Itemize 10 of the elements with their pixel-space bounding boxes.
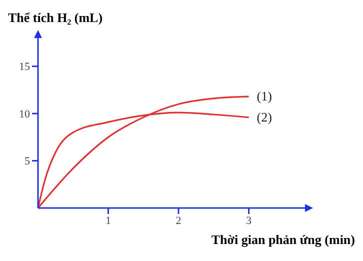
series-label: (1) (256, 88, 272, 104)
y-tick-label: 15 (19, 61, 30, 74)
x-tick-label: 3 (246, 214, 252, 227)
series-label: (2) (256, 109, 272, 124)
x-tick-label: 2 (176, 214, 182, 227)
y-tick-label: 10 (19, 108, 30, 120)
y-axis-title: Thể tích H₂ (mL) (8, 10, 103, 26)
x-axis-title: Thời gian phản ứng (min) (211, 232, 355, 248)
y-tick-label: 5 (24, 156, 30, 168)
x-tick-label: 1 (106, 214, 112, 227)
